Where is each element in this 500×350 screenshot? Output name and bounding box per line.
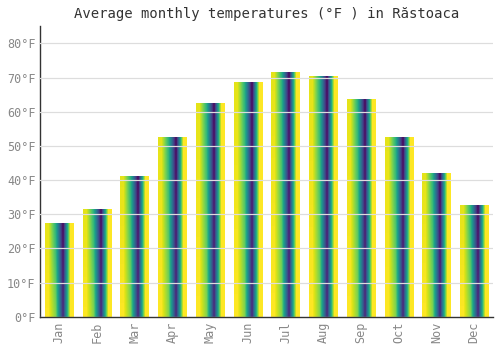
Title: Average monthly temperatures (°F ) in Răstoaca: Average monthly temperatures (°F ) in Ră… — [74, 7, 460, 21]
